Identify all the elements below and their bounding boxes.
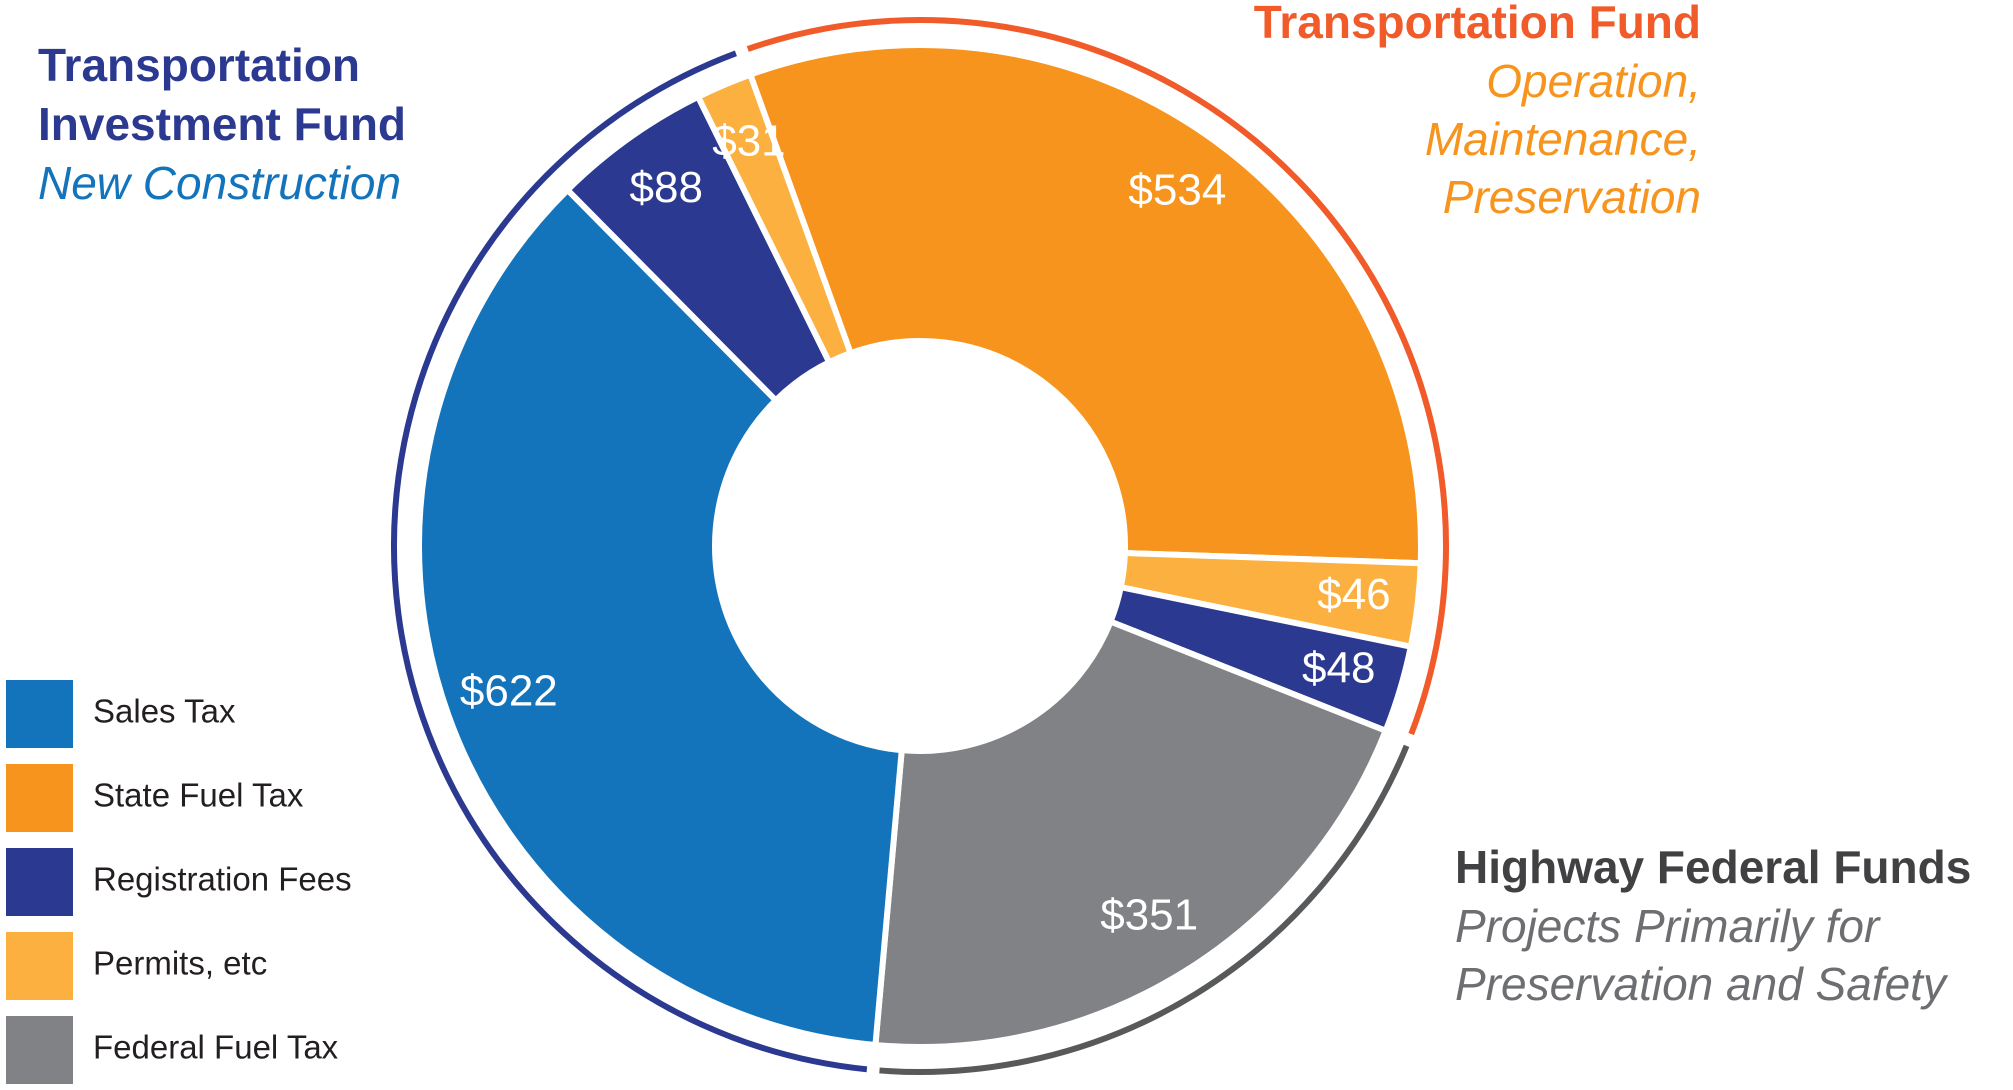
legend-label: Federal Fuel Tax: [93, 1029, 339, 1066]
fund-subtitle: New Construction: [38, 157, 401, 209]
legend-swatch: [6, 680, 73, 748]
slice-label: $88: [630, 163, 703, 212]
legend-swatch: [6, 848, 73, 916]
donut-slice: [872, 618, 1389, 1050]
fund-subtitle: Operation,: [1486, 55, 1701, 107]
legend-swatch: [6, 932, 73, 1000]
slice-label: $46: [1317, 570, 1390, 619]
donut-slice: [416, 186, 905, 1049]
fund-ring: [746, 17, 1449, 736]
slice-label: $31: [712, 116, 785, 165]
fund-title: Transportation: [38, 39, 360, 91]
fund-title: Investment Fund: [38, 98, 406, 150]
fund-subtitle: Maintenance,: [1425, 113, 1701, 165]
donut-slice: [747, 42, 1424, 567]
slice-label: $534: [1128, 165, 1226, 214]
fund-ring: [391, 50, 868, 1073]
slice-label: $48: [1302, 644, 1375, 693]
fund-subtitle: Preservation and Safety: [1455, 958, 1949, 1010]
fund-subtitle: Preservation: [1443, 171, 1701, 223]
legend-swatch: [6, 1016, 73, 1084]
fund-ring: [879, 744, 1410, 1075]
legend-swatch: [6, 764, 73, 832]
legend-label: State Fuel Tax: [93, 777, 304, 814]
fund-title: Highway Federal Funds: [1455, 841, 1971, 893]
legend-label: Sales Tax: [93, 693, 236, 730]
legend-label: Permits, etc: [93, 945, 267, 982]
slice-label: $622: [460, 667, 558, 716]
slice-label: $351: [1100, 891, 1198, 940]
donut-slice: [695, 71, 854, 366]
legend-label: Registration Fees: [93, 861, 352, 898]
fund-title: Transportation Fund: [1254, 0, 1701, 48]
fund-subtitle: Projects Primarily for: [1455, 900, 1881, 952]
